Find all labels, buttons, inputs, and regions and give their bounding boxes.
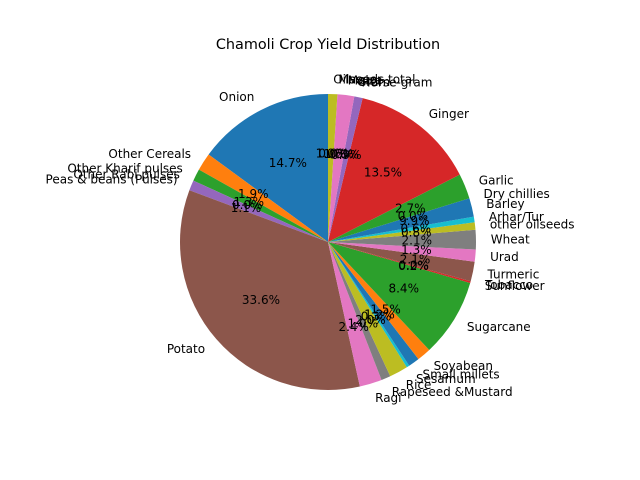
slice-percent-turmeric: 2.1% [400, 253, 431, 267]
pie-slice-onion [208, 94, 328, 242]
slice-percent-urad: 1.3% [401, 243, 432, 257]
pie-slice-peas-beans-pulses [189, 180, 328, 242]
slice-percent-other-kharif-pulses: 1.3% [234, 195, 265, 209]
slice-percent-garlic: 2.7% [395, 202, 426, 216]
slice-label-arhar-tur: Arhar/Tur [489, 210, 544, 224]
slice-label-onion: Onion [219, 90, 254, 104]
slice-percent-horse-gram: 0.9% [331, 148, 362, 162]
slice-percent-sesamum: 0.3% [361, 310, 392, 324]
slice-percent-sunflower: 0.2% [398, 259, 429, 273]
slice-label-small-millets: Small millets [423, 368, 500, 382]
slice-percent-small-millets: 1.2% [364, 307, 395, 321]
slice-label-urad: Urad [490, 250, 519, 264]
pie-slice-soyabean [328, 242, 430, 360]
slice-percent-rice: 2.0% [355, 313, 386, 327]
slice-label-garlic: Garlic [479, 174, 514, 188]
pie-slice-sunflower [328, 242, 471, 284]
slice-percent-sugarcane: 8.4% [388, 281, 419, 295]
slice-label-dry-chillies: Dry chillies [484, 187, 550, 201]
slice-label-ragi: Ragi [375, 391, 401, 405]
pie-slice-other-cereals [198, 154, 328, 242]
slice-label-other-oilseeds: other oilseeds [490, 217, 575, 231]
slice-percent-onion: 14.7% [269, 156, 307, 170]
slice-percent-other-cereals: 1.9% [238, 187, 269, 201]
slice-label-peas-beans-pulses: Peas & beans (Pulses) [46, 173, 178, 187]
pie-slice-turmeric [328, 242, 475, 282]
pie-slice-ginger [328, 98, 460, 242]
pie-slice-other-oilseeds [328, 222, 476, 242]
slice-percent-tobacco: 0.0% [398, 259, 429, 273]
slice-percent-barley: 9.9% [399, 214, 430, 228]
slice-label-ginger: Ginger [429, 107, 469, 121]
pie-slice-urad [328, 242, 476, 262]
slice-percent-arhar-tur: 0.6% [401, 221, 432, 235]
slice-percent-maize: 1.8% [324, 147, 355, 161]
pie-slice-barley [328, 198, 474, 242]
slice-percent-potato: 33.6% [242, 293, 280, 307]
slice-percent-other-rabi-pulses: 0.0% [232, 198, 263, 212]
slice-label-sunflower: Sunflower [485, 279, 545, 293]
pie-slice-horse-gram [328, 96, 363, 242]
slice-label-other-rabi-pulses: Other Rabi pulses [73, 167, 180, 181]
pie-slice-wheat [328, 229, 477, 250]
pie-slice-garlic [328, 174, 470, 242]
slice-percent-rapeseed-mustard: 1.0% [348, 317, 379, 331]
pie-slice-oilseeds-total [328, 94, 338, 242]
slice-label-rapeseed-mustard: Rapeseed &Mustard [392, 385, 513, 399]
pie-slices [179, 94, 477, 391]
slice-percent-ragi: 2.4% [338, 320, 369, 334]
slice-label-gram: Gram [357, 75, 390, 89]
slice-label-soyabean: Soyabean [434, 359, 493, 373]
slice-label-sugarcane: Sugarcane [467, 320, 531, 334]
pie-slice-sesamum [328, 242, 410, 368]
slice-percent-masoor: 0.0% [318, 146, 349, 160]
slice-label-sesamum: Sesamum [416, 372, 476, 386]
pie-slice-sugarcane [328, 242, 471, 350]
slice-percent-oilseeds-total: 1.0% [316, 146, 347, 160]
slice-label-tobacco: Tobacco [484, 278, 533, 292]
pie-slice-potato [179, 190, 360, 391]
slice-label-masoor: Masoor [338, 73, 382, 87]
slice-percent-ginger: 13.5% [364, 165, 402, 179]
slice-percent-peas-beans-pulses: 1.1% [231, 201, 262, 215]
slice-label-rice: Rice [406, 378, 432, 392]
slice-labels: Onion 14.7% Other Cereals 1.9% Other Kharif … [46, 72, 575, 405]
slice-percent-wheat: 2.1% [402, 234, 433, 248]
slice-label-wheat: Wheat [491, 232, 530, 246]
slice-percent-dry-chillies: 0.0% [398, 209, 429, 223]
slice-label-turmeric: Turmeric [487, 268, 540, 282]
pie-slice-maize [328, 94, 355, 242]
slice-label-oilseeds-total: Oilseeds total [333, 72, 415, 86]
pie-slice-arhar-tur [328, 216, 475, 242]
slice-label-potato: Potato [167, 342, 205, 356]
pie-slice-rice [328, 242, 407, 377]
slice-label-barley: Barley [486, 197, 524, 211]
pie-slice-small-millets [328, 242, 419, 366]
slice-percent-soyabean: 1.5% [370, 303, 401, 317]
pie-slice-ragi [328, 242, 382, 387]
pie-slice-rapeseed-mustard [328, 242, 391, 380]
slice-label-other-cereals: Other Cereals [108, 147, 191, 161]
slice-label-horse-gram: Horse-gram [362, 76, 433, 90]
slice-label-maize: Maize [348, 73, 383, 87]
slice-label-other-kharif-pulses: Other Kharif pulses [67, 161, 182, 175]
slice-percent-gram: 0.0% [329, 148, 360, 162]
slice-percent-other-oilseeds: 0.8% [401, 225, 432, 239]
chart-title: Chamoli Crop Yield Distribution [216, 37, 440, 53]
pie-slice-other-kharif-pulses [193, 169, 328, 242]
